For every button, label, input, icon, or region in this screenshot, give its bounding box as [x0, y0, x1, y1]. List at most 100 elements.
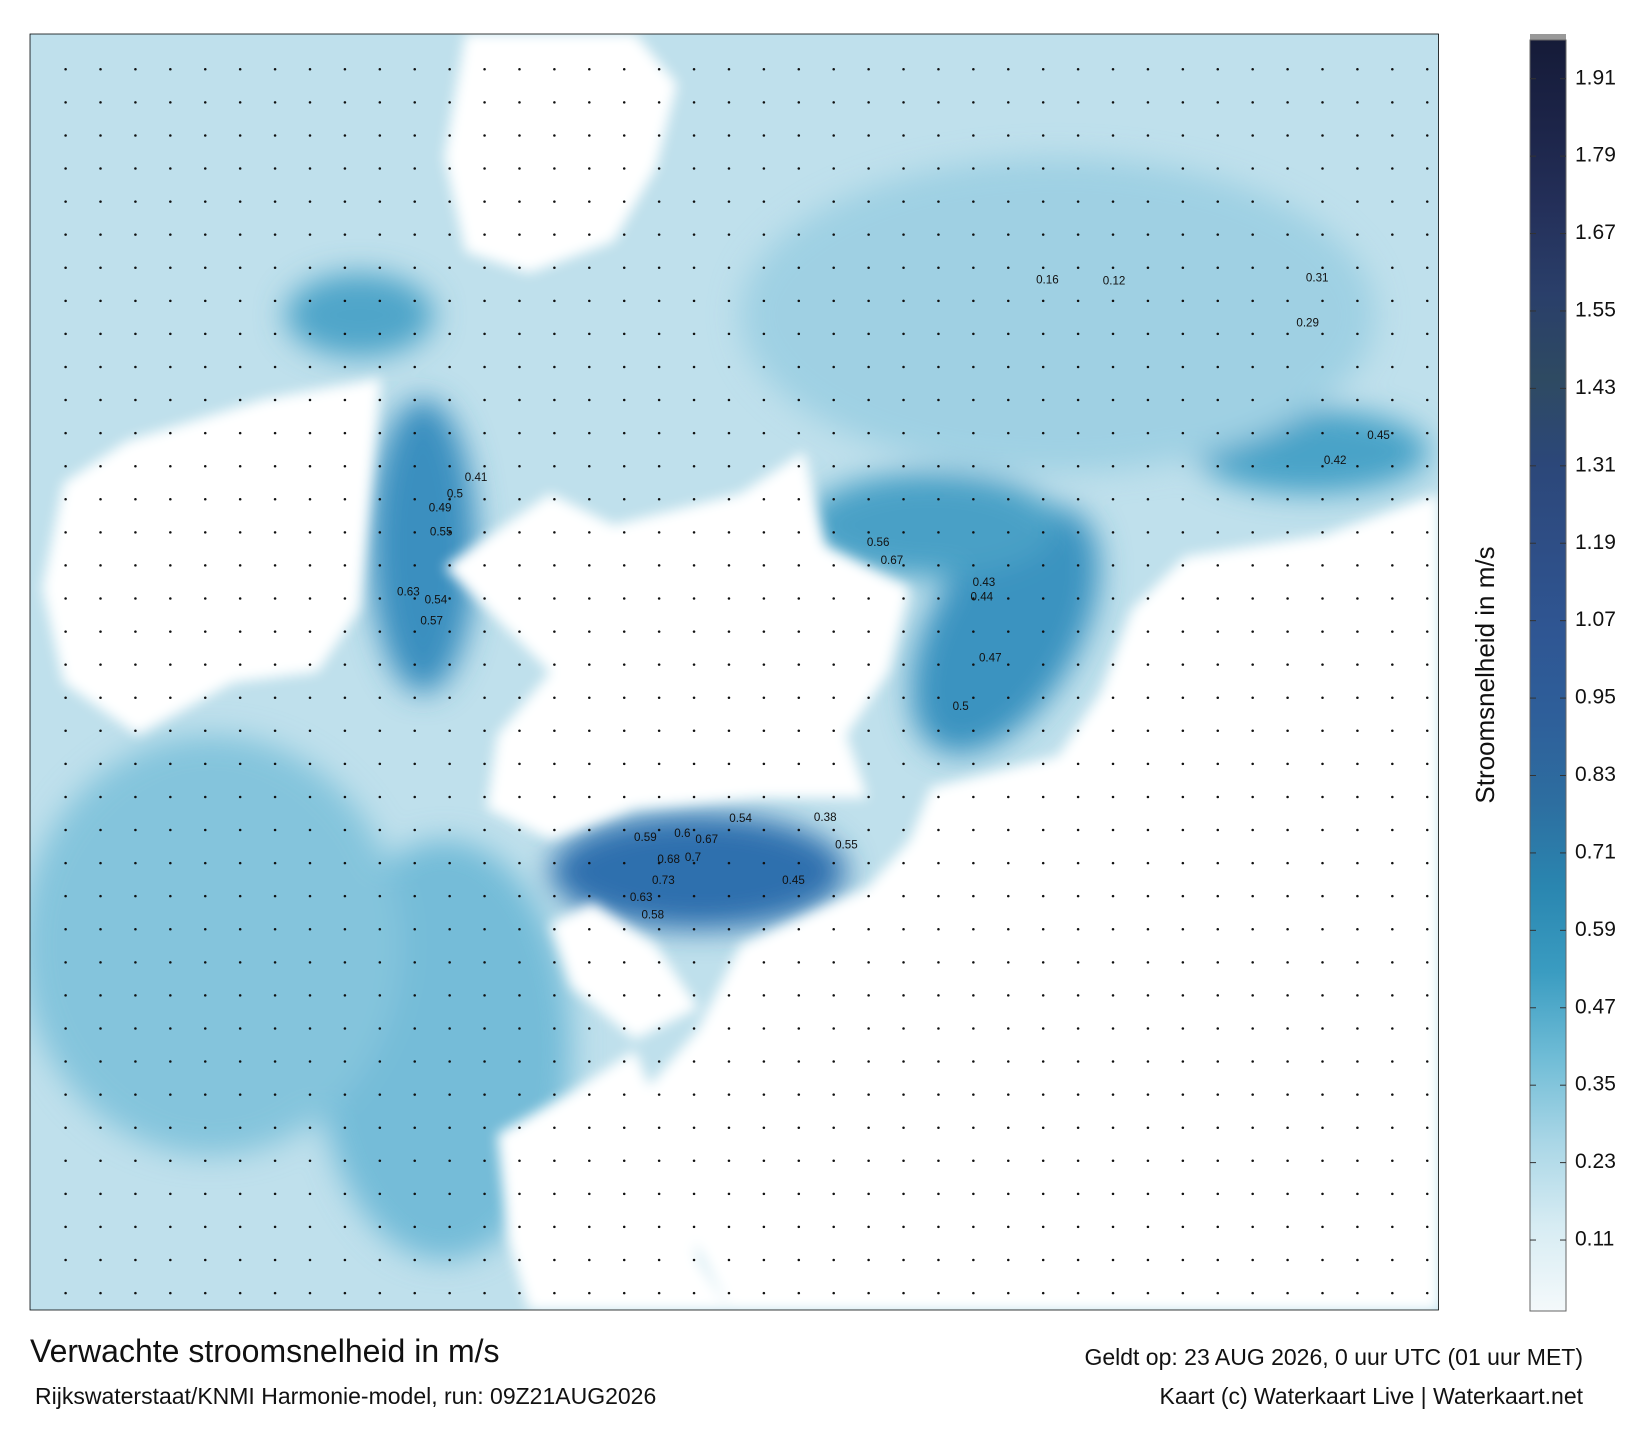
grid-dot [1356, 828, 1359, 832]
grid-dot [308, 1192, 312, 1196]
value-label: 0.45 [1367, 430, 1390, 442]
grid-dot [972, 861, 975, 865]
grid-dot [972, 68, 975, 71]
value-label: 0.5 [953, 701, 969, 713]
grid-dot [1146, 630, 1150, 633]
grid-dot [169, 299, 172, 303]
value-label: 0.41 [465, 472, 488, 484]
grid-dot [1251, 663, 1254, 666]
grid-dot [832, 266, 835, 270]
grid-dot [448, 332, 451, 336]
grid-dot [657, 696, 661, 699]
grid-dot [972, 200, 975, 203]
grid-dot [1425, 1093, 1429, 1096]
grid-dot [832, 894, 835, 898]
grid-dot [1041, 365, 1045, 369]
grid-dot [518, 762, 521, 766]
grid-dot [553, 167, 556, 170]
grid-dot [1076, 994, 1080, 997]
grid-dot [622, 134, 626, 137]
grid-dot [867, 134, 870, 137]
grid-dot [518, 200, 521, 203]
grid-dot [972, 729, 975, 733]
grid-dot [937, 994, 940, 997]
grid-dot [1146, 200, 1150, 203]
grid-dot [483, 696, 486, 699]
grid-dot [308, 1159, 312, 1163]
grid-dot [762, 266, 766, 270]
grid-dot [692, 795, 696, 799]
grid-dot [553, 1258, 556, 1262]
grid-dot [657, 1225, 661, 1229]
grid-dot [1146, 861, 1150, 865]
grid-dot [902, 795, 905, 799]
grid-dot [308, 961, 312, 964]
grid-dot [378, 1159, 382, 1163]
grid-dot [1425, 233, 1429, 236]
grid-dot [972, 1192, 975, 1196]
grid-dot [1146, 233, 1150, 236]
grid-dot [1425, 1291, 1429, 1295]
grid-dot [413, 464, 417, 468]
grid-dot [1391, 1060, 1394, 1063]
grid-dot [1007, 68, 1010, 71]
grid-dot [308, 861, 312, 865]
grid-dot [1007, 1258, 1010, 1262]
grid-dot [378, 1126, 382, 1129]
grid-dot [902, 332, 905, 336]
value-label: 0.63 [397, 586, 420, 598]
grid-dot [972, 961, 975, 964]
grid-dot [1076, 1093, 1080, 1096]
grid-dot [937, 564, 940, 567]
grid-dot [1076, 299, 1080, 303]
grid-dot [1391, 1093, 1394, 1096]
grid-dot [622, 795, 626, 799]
grid-dot [727, 266, 731, 270]
grid-dot [902, 828, 905, 832]
grid-dot [867, 398, 870, 402]
grid-dot [99, 597, 102, 600]
value-label: 0.38 [814, 812, 837, 824]
grid-dot [762, 961, 766, 964]
grid-dot [378, 68, 382, 71]
grid-dot [1391, 1291, 1394, 1295]
grid-dot [937, 1225, 940, 1229]
grid-dot [1391, 332, 1394, 336]
grid-dot [1181, 861, 1185, 865]
grid-dot [762, 927, 766, 931]
grid-dot [553, 200, 556, 203]
grid-dot [1321, 994, 1324, 997]
grid-dot [1181, 795, 1185, 799]
value-label: 0.67 [695, 834, 718, 846]
grid-dot [797, 961, 801, 964]
grid-dot [553, 299, 556, 303]
grid-dot [1146, 994, 1150, 997]
grid-dot [797, 630, 801, 633]
grid-dot [1425, 134, 1429, 137]
grid-dot [378, 1093, 382, 1096]
grid-dot [797, 564, 801, 567]
grid-dot [448, 729, 451, 733]
grid-dot [727, 663, 731, 666]
grid-dot [203, 498, 207, 501]
value-label: 0.43 [973, 577, 996, 589]
grid-dot [343, 828, 347, 832]
valid-time: Geldt op: 23 AUG 2026, 0 uur UTC (01 uur… [1084, 1344, 1583, 1370]
grid-dot [867, 597, 870, 600]
grid-dot [343, 1060, 347, 1063]
grid-dot [553, 68, 556, 71]
grid-dot [238, 663, 242, 666]
grid-dot [902, 927, 905, 931]
grid-dot [64, 1291, 67, 1295]
grid-dot [972, 1258, 975, 1262]
grid-dot [1111, 1159, 1115, 1163]
grid-dot [937, 498, 940, 501]
grid-dot [1216, 564, 1220, 567]
grid-dot [1251, 1126, 1254, 1129]
grid-dot [588, 828, 591, 832]
grid-dot [1111, 266, 1115, 270]
grid-dot [622, 597, 626, 600]
grid-dot [867, 167, 870, 170]
grid-dot [1007, 233, 1010, 236]
grid-dot [657, 927, 661, 931]
